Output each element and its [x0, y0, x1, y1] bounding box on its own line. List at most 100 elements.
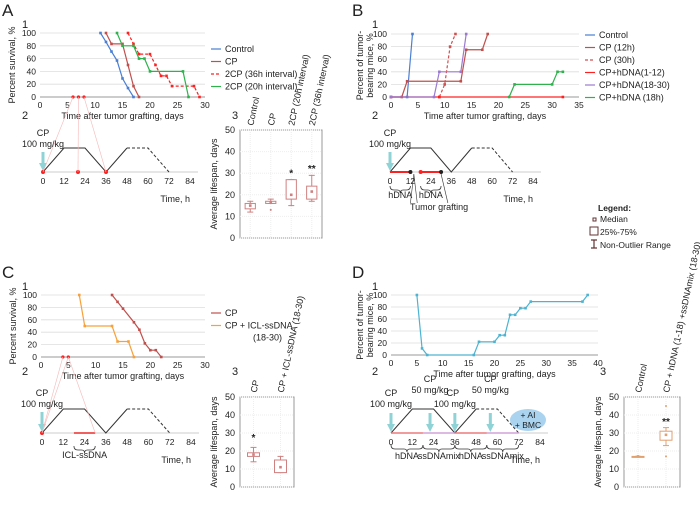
time-tick-label: 60 [143, 176, 153, 186]
x-tick-label: 30 [200, 100, 210, 110]
median-marker [664, 433, 668, 437]
data-point [121, 44, 124, 48]
y-tick-label: 20 [225, 446, 235, 456]
data-point [477, 340, 481, 344]
y-tick-label: 80 [28, 302, 38, 312]
y-tick-label: 20 [27, 79, 37, 89]
series-line [416, 294, 589, 356]
data-point [438, 70, 441, 74]
x-tick-label: 10 [91, 360, 101, 370]
time-tick-label: 36 [101, 176, 111, 186]
time-tick-label: 0 [41, 176, 46, 186]
data-point [104, 40, 108, 44]
y-tick-label: 60 [27, 54, 37, 64]
legend-entry: CP+hDNA(1-12) [599, 68, 665, 78]
y-tick-label: 50 [609, 392, 619, 402]
x-tick-label: 40 [593, 358, 603, 368]
y-tick-label: 0 [382, 92, 387, 102]
dose-label: CP [484, 374, 497, 384]
data-point [481, 48, 484, 52]
y-tick-label: 20 [609, 446, 619, 456]
data-point [472, 353, 476, 357]
time-tick-label: 0 [40, 437, 45, 447]
brace [389, 185, 411, 194]
dose-label: 100 mg/kg [21, 399, 63, 409]
data-point [198, 95, 201, 99]
category-label: CP + hDNA (1-18) +ssDNAmix (18-30) [661, 241, 700, 394]
category-label: 2CP (36h interval) [307, 54, 332, 127]
data-point [137, 57, 141, 60]
boxplot-C3 [239, 396, 295, 488]
x-tick-label: 0 [389, 358, 394, 368]
data-point [508, 313, 512, 317]
series-line [391, 33, 414, 98]
y-tick-label: 30 [225, 168, 235, 178]
x-tick-label: 5 [65, 100, 70, 110]
data-point [464, 32, 468, 36]
y-axis-label: Percent of tumor-bearing mice, % [355, 290, 375, 360]
series-line [391, 33, 489, 98]
data-point [550, 83, 554, 86]
data-point [132, 42, 135, 46]
time-tick-label: 84 [185, 176, 195, 186]
bmc-label: + BMC [515, 420, 541, 430]
legend-entry: CP+hDNA(18-30) [599, 80, 670, 90]
time-axis-label: Time, h [161, 455, 191, 465]
data-point [77, 293, 81, 297]
data-point [464, 48, 468, 52]
concentration-curve [42, 147, 128, 173]
x-tick-label: 15 [467, 100, 477, 110]
legend-range: Non-Outlier Range [600, 240, 671, 250]
time-tick-label: 72 [164, 176, 174, 186]
x-tick-label: 0 [39, 360, 44, 370]
data-point [459, 79, 463, 83]
x-tick-label: 5 [415, 100, 420, 110]
data-point [115, 31, 119, 35]
data-point [132, 44, 135, 48]
data-point [143, 57, 146, 60]
y-tick-label: 10 [225, 464, 235, 474]
panel-number: 3 [232, 366, 238, 378]
x-tick-label: 10 [90, 100, 100, 110]
y-tick-label: 20 [28, 340, 38, 350]
x-tick-label: 5 [415, 358, 420, 368]
data-point [411, 32, 414, 36]
time-tick-label: 72 [508, 176, 518, 186]
concentration-curve [41, 408, 128, 434]
x-axis-label: Time after tumor grafting, days [433, 369, 556, 379]
category-label: CP [266, 112, 278, 126]
x-tick-label: 5 [66, 360, 71, 370]
x-tick-label: 15 [118, 360, 128, 370]
time-tick-label: 0 [389, 437, 394, 447]
y-tick-label: 100 [373, 29, 387, 39]
x-tick-label: 15 [464, 358, 474, 368]
legend-entry: 2CP (20h interval) [225, 82, 297, 92]
y-tick-label: 60 [28, 315, 38, 325]
treatment-label: hDNA [419, 190, 443, 200]
x-tick-label: 20 [145, 100, 155, 110]
treatment-label: ssDNAmix [418, 451, 460, 461]
timeline-A [39, 96, 198, 174]
data-point [432, 95, 436, 99]
timeline-C [38, 356, 199, 454]
series-line [438, 33, 457, 98]
y-tick-label: 0 [382, 350, 387, 360]
time-tick-label: 48 [122, 437, 132, 447]
data-point [126, 86, 130, 90]
time-axis-label: Time, h [510, 455, 540, 465]
panel-number: 1 [22, 281, 28, 293]
dose-label: 100 mg/kg [434, 399, 476, 409]
data-point [454, 32, 457, 36]
data-point [507, 95, 511, 99]
y-axis-label: Average lifespan, days [209, 138, 219, 229]
panel-number: 2 [372, 366, 378, 378]
connector-line [68, 356, 96, 434]
data-point [127, 340, 130, 343]
dose-label: CP [36, 388, 49, 398]
time-tick-label: 24 [80, 176, 90, 186]
series-line [127, 32, 201, 98]
data-point [561, 70, 565, 74]
legend-entry: 2CP (36h interval) [225, 69, 297, 79]
panel-number: 1 [372, 19, 378, 31]
brace [420, 185, 442, 194]
